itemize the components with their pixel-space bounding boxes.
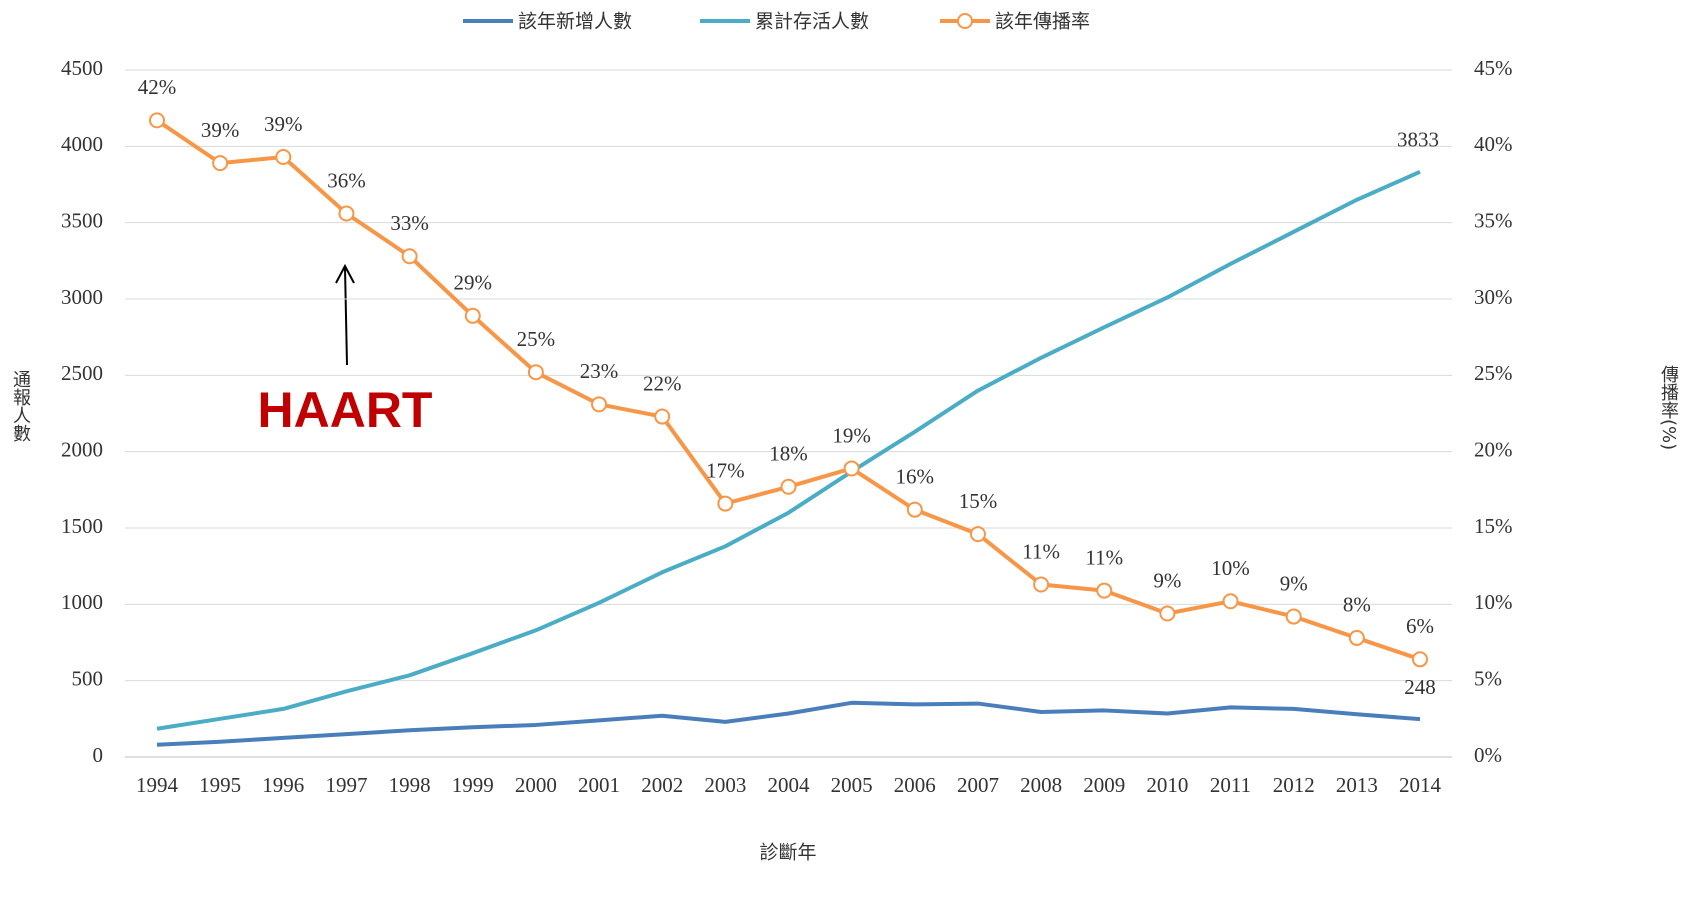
point-marker <box>464 307 481 324</box>
y-tick-label: 0 <box>93 743 104 767</box>
x-tick-label: 2012 <box>1273 773 1315 797</box>
point-marker <box>1222 593 1239 610</box>
point-marker <box>906 501 923 518</box>
point-marker <box>780 478 797 495</box>
grid <box>125 69 1452 758</box>
data-label: 10% <box>1211 556 1250 580</box>
x-tick-label: 2010 <box>1146 773 1188 797</box>
y2-tick-label: 20% <box>1474 437 1513 461</box>
y2-tick-label: 35% <box>1474 208 1513 232</box>
data-label: 15% <box>959 489 998 513</box>
point-marker <box>1285 608 1302 625</box>
data-label: 39% <box>264 112 303 136</box>
point-marker <box>401 248 418 265</box>
x-tick-label: 2014 <box>1399 773 1442 797</box>
point-marker <box>717 495 734 512</box>
point-marker <box>969 526 986 543</box>
x-tick-label: 2002 <box>641 773 683 797</box>
y-axis-label: 通報人數 <box>10 370 31 442</box>
x-tick-label: 1996 <box>262 773 304 797</box>
data-label: 248 <box>1404 675 1436 699</box>
y2-tick-label: 25% <box>1474 361 1513 385</box>
data-label: 18% <box>769 442 808 466</box>
data-label: 9% <box>1280 571 1308 595</box>
x-tick-label: 2003 <box>704 773 746 797</box>
data-label: 23% <box>580 359 619 383</box>
data-label: 19% <box>832 423 871 447</box>
y2-tick-label: 5% <box>1474 666 1502 690</box>
legend-label: 該年新增人數 <box>518 11 632 33</box>
data-label: 11% <box>1085 545 1123 569</box>
legend-label: 該年傳播率 <box>995 11 1090 33</box>
data-label: 9% <box>1153 568 1181 592</box>
y-tick-label: 4500 <box>61 56 103 80</box>
x-tick-label: 2006 <box>894 773 936 797</box>
data-label: 36% <box>327 168 366 192</box>
data-label: 3833 <box>1397 128 1439 152</box>
point-marker <box>212 155 229 172</box>
x-tick-label: 1995 <box>199 773 241 797</box>
data-label: 22% <box>643 371 682 395</box>
y2-axis-label: 傳播率(%) <box>1658 365 1679 450</box>
point-marker <box>527 364 544 381</box>
x-tick-label: 1994 <box>136 773 179 797</box>
series-line <box>156 700 1421 747</box>
legend-label: 累計存活人數 <box>755 11 869 33</box>
x-tick-label: 2013 <box>1336 773 1378 797</box>
y2-tick-label: 45% <box>1474 56 1513 80</box>
y-tick-label: 1000 <box>61 590 103 614</box>
point-marker <box>275 149 292 166</box>
x-tick-label: 1997 <box>325 773 367 797</box>
x-tick-label: 2001 <box>578 773 620 797</box>
y-tick-label: 3500 <box>61 208 103 232</box>
point-marker <box>654 408 671 425</box>
legend: 該年新增人數 累計存活人數 該年傳播率 <box>463 11 1090 33</box>
x-tick-label: 2004 <box>768 773 811 797</box>
data-label: 11% <box>1022 539 1060 563</box>
point-marker <box>149 112 165 129</box>
point-marker <box>338 205 355 222</box>
data-label: 42% <box>138 75 177 99</box>
y-tick-label: 2000 <box>61 437 103 461</box>
point-marker <box>591 396 608 413</box>
y-tick-label: 3000 <box>61 285 103 309</box>
x-tick-label: 2011 <box>1210 773 1251 797</box>
series-line <box>156 169 1421 731</box>
data-label: 33% <box>390 211 429 235</box>
point-marker <box>1033 576 1050 593</box>
data-label: 25% <box>517 327 556 351</box>
data-label: 16% <box>896 464 935 488</box>
data-label: 29% <box>454 271 493 295</box>
x-tick-label: 2008 <box>1020 773 1062 797</box>
x-tick-label: 2005 <box>831 773 873 797</box>
data-label: 8% <box>1343 593 1371 617</box>
point-marker <box>1159 605 1176 622</box>
y-tick-label: 2500 <box>61 361 103 385</box>
data-label: 6% <box>1406 614 1434 638</box>
y2-tick-label: 30% <box>1474 285 1513 309</box>
arrow <box>335 263 355 366</box>
y2-tick-label: 0% <box>1474 743 1502 767</box>
x-tick-label: 1999 <box>452 773 494 797</box>
data-label: 17% <box>706 458 745 482</box>
x-tick-label: 1998 <box>389 773 431 797</box>
point-marker <box>1348 629 1365 646</box>
data-label: 39% <box>201 118 240 142</box>
annotation: HAART <box>258 382 433 438</box>
x-tick-label: 2000 <box>515 773 557 797</box>
x-axis-label: 診斷年 <box>759 842 816 864</box>
y-tick-label: 500 <box>72 666 104 690</box>
y2-tick-label: 10% <box>1474 590 1513 614</box>
y-tick-label: 4000 <box>61 132 103 156</box>
y-tick-label: 1500 <box>61 514 103 538</box>
x-tick-label: 2009 <box>1083 773 1125 797</box>
legend-marker <box>957 13 973 29</box>
x-tick-label: 2007 <box>957 773 999 797</box>
point-marker <box>1096 582 1113 599</box>
point-marker <box>843 460 860 477</box>
point-marker <box>1412 651 1428 668</box>
y2-tick-label: 15% <box>1474 514 1513 538</box>
y2-tick-label: 40% <box>1474 132 1513 156</box>
